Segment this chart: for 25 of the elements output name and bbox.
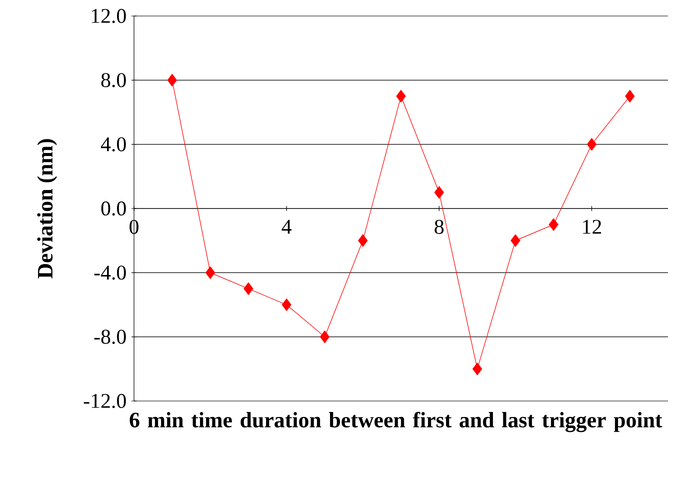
x-tick-label: 12 [583, 220, 602, 234]
point [472, 362, 482, 376]
point [167, 74, 177, 86]
point [434, 186, 444, 199]
y-tick-label: -4.0 [94, 266, 126, 280]
point [206, 266, 216, 279]
y-tick-label: 8.0 [101, 73, 126, 88]
point [282, 298, 292, 312]
point [320, 330, 330, 344]
y-tick-label: 12.0 [92, 8, 126, 24]
x-axis-title: 6 min time duration between first and last trigger point [130, 412, 662, 432]
point [358, 234, 368, 247]
y-axis-title: Deviation (nm) [37, 139, 58, 278]
point [548, 218, 558, 231]
point [396, 90, 406, 102]
y-tick-label: 4.0 [100, 137, 126, 152]
x-tick-label: 8 [434, 220, 444, 234]
y-tick-label: 0.0 [101, 201, 126, 216]
point [244, 282, 254, 295]
y-tick-label: -12.0 [84, 394, 126, 408]
y-tick-label: -8.0 [94, 330, 126, 344]
point [625, 90, 635, 102]
point [510, 234, 520, 247]
point [586, 138, 597, 151]
x-tick-label: 4 [282, 220, 292, 234]
